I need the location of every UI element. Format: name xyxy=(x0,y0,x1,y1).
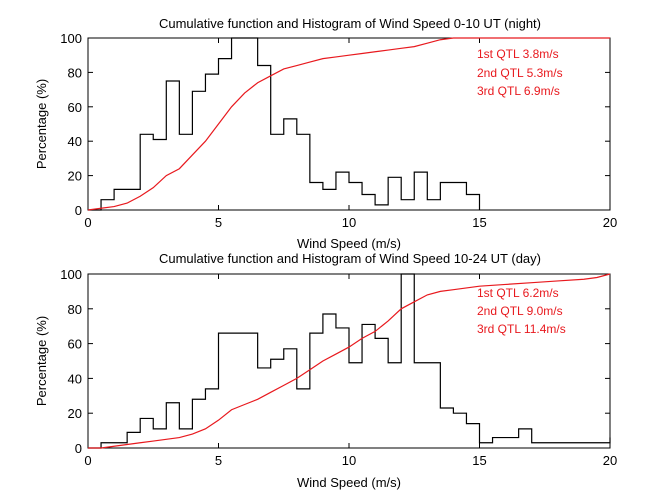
histogram-stairs xyxy=(88,273,611,449)
y-tick-labels: 0 20 40 60 80 100 xyxy=(60,267,82,456)
y-tick-label: 80 xyxy=(68,302,82,317)
y-tick-label: 60 xyxy=(68,100,82,115)
quartile-annotation-3: 3rd QTL 11.4m/s xyxy=(477,322,566,336)
y-tick-label: 100 xyxy=(60,31,82,46)
y-tick-label: 0 xyxy=(75,441,82,456)
x-axis-label: Wind Speed (m/s) xyxy=(297,475,401,490)
y-tick-labels: 0 20 40 60 80 100 xyxy=(60,31,82,218)
y-tick-label: 20 xyxy=(68,406,82,421)
x-axis-label: Wind Speed (m/s) xyxy=(297,236,401,251)
x-tick-label: 15 xyxy=(472,215,486,230)
x-tick-labels: 0 5 10 15 20 xyxy=(84,215,617,230)
cumulative-line xyxy=(87,37,610,211)
y-tick-label: 0 xyxy=(75,203,82,218)
quartile-annotation-3: 3rd QTL 6.9m/s xyxy=(477,84,560,98)
quartile-annotation-2: 2nd QTL 5.3m/s xyxy=(477,66,563,80)
quartile-annotation-1: 1st QTL 3.8m/s xyxy=(477,47,559,61)
x-tick-label: 0 xyxy=(84,453,91,468)
chart-title: Cumulative function and Histogram of Win… xyxy=(159,16,541,31)
x-tick-label: 15 xyxy=(472,453,486,468)
y-tick-label: 60 xyxy=(68,337,82,352)
y-tick-label: 80 xyxy=(68,65,82,80)
x-tick-label: 20 xyxy=(603,215,617,230)
y-tick-label: 40 xyxy=(68,371,82,386)
quartile-annotation-2: 2nd QTL 9.0m/s xyxy=(477,304,563,318)
panel-night: Cumulative function and Histogram of Win… xyxy=(34,16,617,251)
series-group xyxy=(88,273,611,449)
x-tick-label: 10 xyxy=(342,215,356,230)
x-tick-label: 20 xyxy=(603,453,617,468)
x-tick-label: 5 xyxy=(215,453,222,468)
x-tick-label: 0 xyxy=(84,215,91,230)
series-group xyxy=(87,37,610,211)
histogram-stairs xyxy=(88,37,481,211)
y-axis-label: Percentage (%) xyxy=(34,79,49,169)
panel-day: Cumulative function and Histogram of Win… xyxy=(34,251,617,490)
x-tick-label: 5 xyxy=(215,215,222,230)
chart-title: Cumulative function and Histogram of Win… xyxy=(159,251,541,266)
y-tick-label: 40 xyxy=(68,134,82,149)
cumulative-line xyxy=(88,273,611,449)
y-tick-label: 20 xyxy=(68,169,82,184)
quartile-annotation-1: 1st QTL 6.2m/s xyxy=(477,286,559,300)
y-axis-label: Percentage (%) xyxy=(34,316,49,406)
y-tick-label: 100 xyxy=(60,267,82,282)
x-tick-label: 10 xyxy=(342,453,356,468)
x-tick-labels: 0 5 10 15 20 xyxy=(84,453,617,468)
